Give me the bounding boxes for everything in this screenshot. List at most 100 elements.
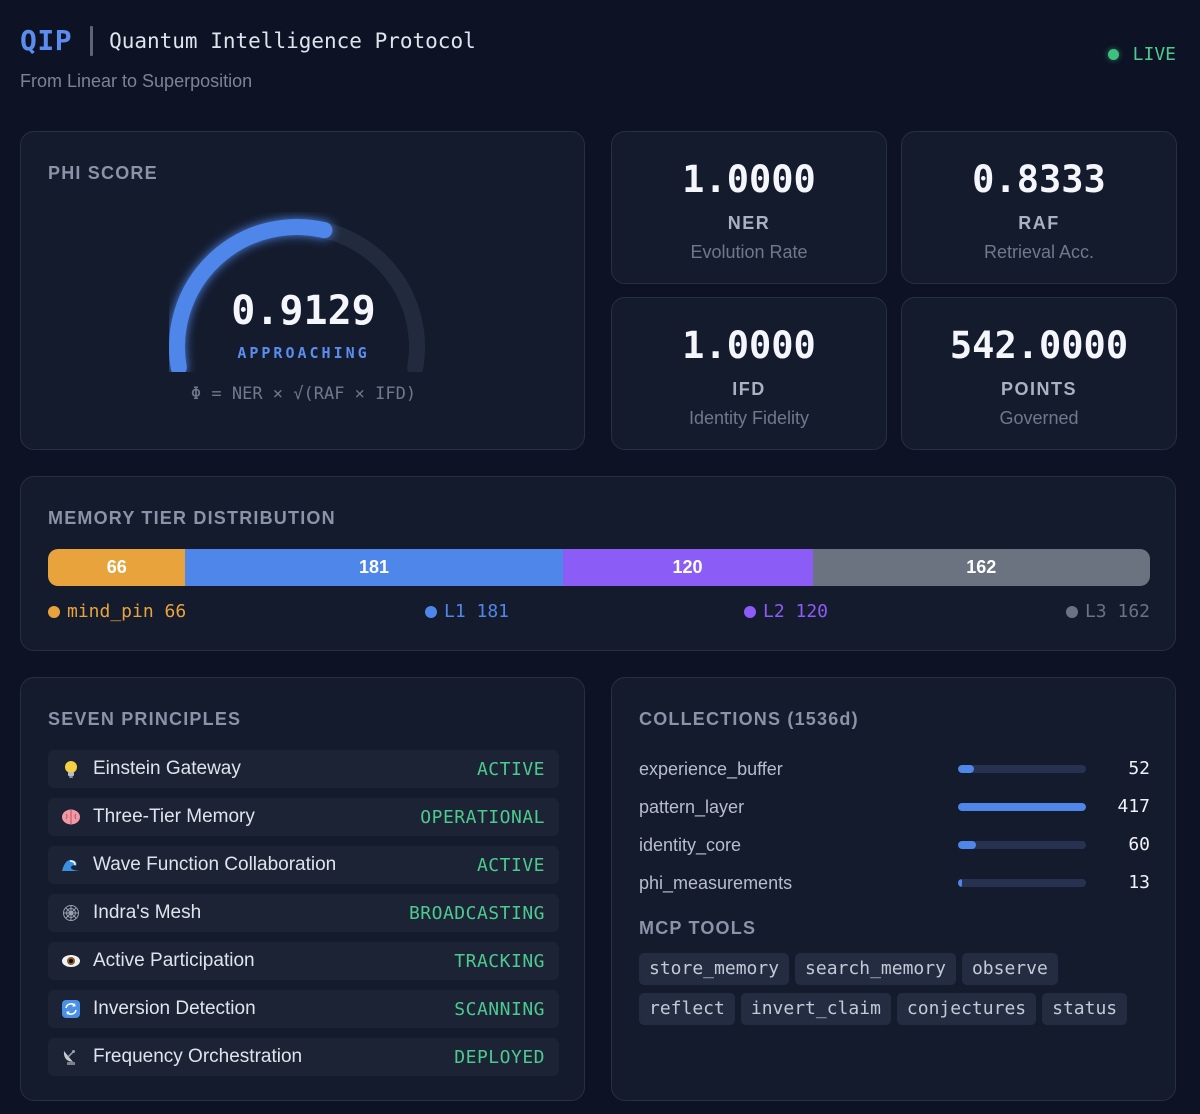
collections-list: experience_buffer 52 pattern_layer 417 i… xyxy=(639,750,1150,902)
tool-chip-observe[interactable]: observe xyxy=(961,953,1058,985)
collection-row: pattern_layer 417 xyxy=(639,788,1150,826)
phi-gauge-svg xyxy=(169,219,425,372)
mcp-tools-title: MCP TOOLS xyxy=(639,918,757,938)
phi-status: APPROACHING xyxy=(237,344,370,362)
phi-value: 0.9129 xyxy=(231,288,376,334)
phi-score-title: PHI SCORE xyxy=(48,163,158,183)
metric-description: Retrieval Acc. xyxy=(983,242,1095,262)
metric-description: Governed xyxy=(999,408,1079,428)
brand-abbr: QIP xyxy=(20,24,73,57)
metric-label: RAF xyxy=(1018,213,1060,233)
satellite-icon xyxy=(60,1046,82,1068)
collection-count: 417 xyxy=(1117,796,1150,817)
metric-value: 1.0000 xyxy=(682,158,816,201)
metric-label: NER xyxy=(727,213,771,233)
metric-value: 0.8333 xyxy=(972,158,1106,201)
collection-bar-fill xyxy=(958,803,1086,811)
tool-chip-status[interactable]: status xyxy=(1042,993,1128,1025)
principle-name: Inversion Detection xyxy=(93,998,256,1019)
principle-status: ACTIVE xyxy=(476,854,545,876)
legend-item-l3: L3 162 xyxy=(1065,601,1150,622)
phi-formula: Φ = NER × √(RAF × IFD) xyxy=(190,384,417,404)
collection-count: 52 xyxy=(1128,758,1150,779)
cycle-icon xyxy=(60,998,82,1020)
collection-bar-fill xyxy=(958,765,974,773)
page-header: QIP Quantum Intelligence Protocol From L… xyxy=(20,24,476,92)
principle-inversion-detection: Inversion Detection SCANNING xyxy=(48,990,559,1028)
legend-label: L1 181 xyxy=(444,601,510,622)
principle-status: SCANNING xyxy=(454,998,545,1020)
principle-status: DEPLOYED xyxy=(454,1046,545,1068)
collection-count: 60 xyxy=(1128,834,1150,855)
collection-row: phi_measurements 13 xyxy=(639,864,1150,902)
principle-indras-mesh: Indra's Mesh BROADCASTING xyxy=(48,894,559,932)
principle-status: BROADCASTING xyxy=(408,902,545,924)
principle-status: OPERATIONAL xyxy=(420,806,545,828)
metric-value: 542.0000 xyxy=(949,324,1129,367)
phi-gauge xyxy=(169,212,439,372)
memory-segment-l3: 162 xyxy=(812,549,1150,586)
brand: QIP Quantum Intelligence Protocol xyxy=(20,24,476,57)
collection-count: 13 xyxy=(1128,872,1150,893)
metric-card-ner: 1.0000 NER Evolution Rate xyxy=(611,131,887,284)
legend-label: L3 162 xyxy=(1084,601,1150,622)
memory-tier-legend: mind_pin 66 L1 181 L2 120 L3 162 xyxy=(48,601,1150,625)
principle-status: ACTIVE xyxy=(476,758,545,780)
principle-name: Wave Function Collaboration xyxy=(93,854,337,875)
brand-divider xyxy=(90,25,94,56)
collections-title: COLLECTIONS (1536d) xyxy=(639,709,859,729)
phi-gauge-fill xyxy=(169,219,333,372)
principles-list: Einstein Gateway ACTIVE Three-Tier Memor… xyxy=(48,750,559,1086)
memory-segment-l1: 181 xyxy=(185,549,563,586)
tool-chip-store-memory[interactable]: store_memory xyxy=(639,953,790,985)
lightbulb-icon xyxy=(60,758,82,780)
collection-bar-fill xyxy=(958,841,977,849)
principle-three-tier-memory: Three-Tier Memory OPERATIONAL xyxy=(48,798,559,836)
tool-chip-invert-claim[interactable]: invert_claim xyxy=(740,993,891,1025)
memory-segment-mind-pin: 66 xyxy=(48,549,186,586)
live-dot-icon xyxy=(1107,49,1119,60)
legend-item-l2: L2 120 xyxy=(744,601,828,622)
principle-name: Einstein Gateway xyxy=(93,758,241,779)
principles-title: SEVEN PRINCIPLES xyxy=(48,709,242,729)
collection-row: experience_buffer 52 xyxy=(639,750,1150,788)
live-indicator: LIVE xyxy=(1107,44,1176,65)
memory-tier-card: MEMORY TIER DISTRIBUTION 66 181 120 162 … xyxy=(20,476,1176,651)
metric-value: 1.0000 xyxy=(682,324,816,367)
legend-dot-icon xyxy=(425,605,437,618)
brain-icon xyxy=(60,806,82,828)
live-label: LIVE xyxy=(1132,44,1176,65)
page-subtitle: From Linear to Superposition xyxy=(20,71,253,91)
memory-tier-title: MEMORY TIER DISTRIBUTION xyxy=(48,508,336,528)
memory-segment-l2: 120 xyxy=(562,549,813,586)
collection-name: pattern_layer xyxy=(639,796,745,817)
phi-score-card: PHI SCORE 0.9129 APPROACHING Φ = NER × √… xyxy=(20,131,585,450)
legend-dot-icon xyxy=(744,605,756,618)
collection-bar-fill xyxy=(958,879,962,887)
mcp-tools-list: store_memory search_memory observe refle… xyxy=(639,953,1154,1033)
metric-label: IFD xyxy=(732,379,766,399)
principle-name: Frequency Orchestration xyxy=(93,1046,303,1067)
memory-tier-bar: 66 181 120 162 xyxy=(48,549,1150,586)
legend-dot-icon xyxy=(48,605,60,618)
metric-label: POINTS xyxy=(1000,379,1077,399)
tool-chip-reflect[interactable]: reflect xyxy=(639,993,735,1025)
collection-bar-track xyxy=(958,803,1086,811)
tool-chip-conjectures[interactable]: conjectures xyxy=(896,993,1037,1025)
collection-bar-track xyxy=(958,841,1086,849)
collection-bar-track xyxy=(958,765,1086,773)
tool-chip-search-memory[interactable]: search_memory xyxy=(795,953,956,985)
collection-row: identity_core 60 xyxy=(639,826,1150,864)
principles-card: SEVEN PRINCIPLES Einstein Gateway ACTIVE… xyxy=(20,677,585,1101)
metric-card-ifd: 1.0000 IFD Identity Fidelity xyxy=(611,297,887,450)
legend-item-l1: L1 181 xyxy=(425,601,509,622)
principle-wave-function-collaboration: Wave Function Collaboration ACTIVE xyxy=(48,846,559,884)
collections-card: COLLECTIONS (1536d) experience_buffer 52… xyxy=(611,677,1176,1101)
principle-status: TRACKING xyxy=(454,950,545,972)
web-icon xyxy=(60,902,82,924)
principle-name: Active Participation xyxy=(93,950,255,971)
metric-card-points: 542.0000 POINTS Governed xyxy=(901,297,1177,450)
metric-description: Identity Fidelity xyxy=(688,408,810,428)
legend-item-mind-pin: mind_pin 66 xyxy=(48,601,186,622)
principle-name: Three-Tier Memory xyxy=(93,806,255,827)
